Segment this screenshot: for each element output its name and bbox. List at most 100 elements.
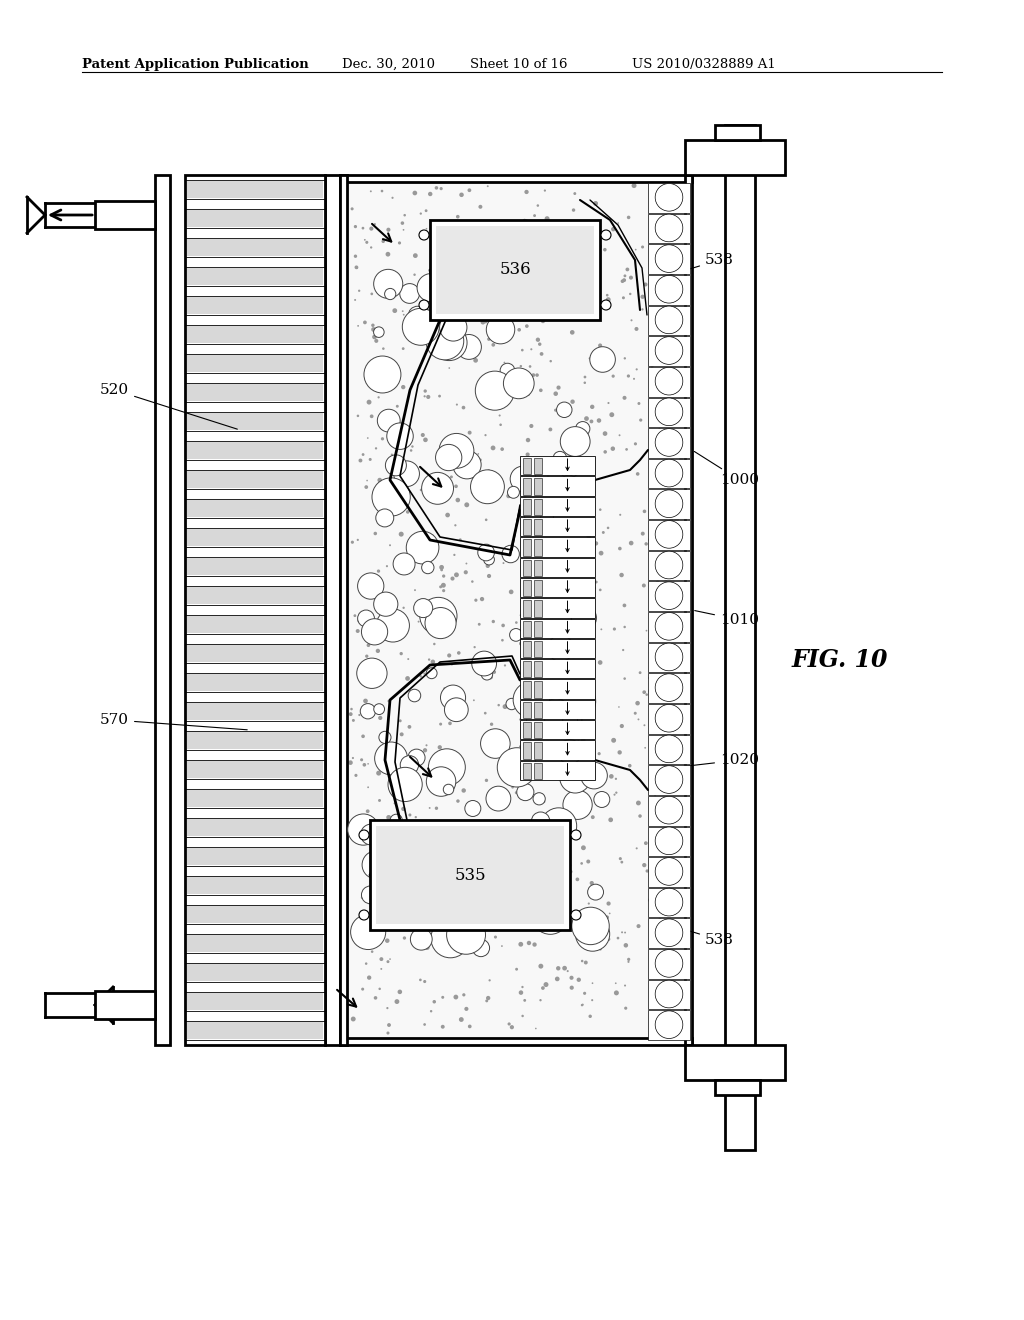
Circle shape [490,446,496,450]
Circle shape [487,824,490,828]
Circle shape [503,792,505,795]
Circle shape [382,347,385,350]
Circle shape [364,321,367,325]
Bar [520,517,595,536]
Circle shape [478,669,482,672]
Circle shape [368,763,369,764]
Circle shape [655,552,683,579]
Circle shape [456,851,458,854]
Circle shape [608,817,613,822]
Circle shape [521,271,524,272]
Bar [185,644,325,663]
Text: Patent Application Publication: Patent Application Publication [82,58,309,71]
Circle shape [423,437,428,442]
Circle shape [384,892,418,927]
Circle shape [581,960,584,962]
Circle shape [425,607,456,639]
Circle shape [523,503,542,521]
Circle shape [418,620,420,623]
Circle shape [456,223,460,227]
Circle shape [617,750,622,755]
Circle shape [394,372,397,376]
Circle shape [514,257,554,296]
Circle shape [431,919,470,958]
Circle shape [680,486,682,487]
Circle shape [573,836,577,840]
Circle shape [607,527,609,529]
Bar [187,675,323,690]
Circle shape [556,767,558,768]
Circle shape [656,338,658,341]
Circle shape [532,585,537,589]
Circle shape [367,479,368,482]
Circle shape [672,995,675,999]
Circle shape [679,770,683,774]
Bar [340,176,347,1045]
Circle shape [655,429,683,457]
Circle shape [481,487,484,490]
Circle shape [439,314,467,341]
Bar [648,550,690,581]
Circle shape [429,807,431,809]
Circle shape [623,279,626,282]
Circle shape [658,917,662,920]
Circle shape [455,222,456,223]
Circle shape [526,392,530,396]
Bar [648,490,690,519]
Circle shape [356,659,387,689]
Circle shape [655,183,683,211]
Circle shape [517,911,521,913]
Circle shape [571,723,575,727]
Bar [685,140,785,176]
Bar [648,888,690,917]
Circle shape [541,318,545,323]
Circle shape [374,704,385,714]
Circle shape [354,923,356,924]
Circle shape [557,478,572,494]
Circle shape [641,246,644,248]
Circle shape [516,259,530,273]
Circle shape [435,755,436,758]
Circle shape [599,948,602,950]
Bar [95,201,155,228]
Circle shape [423,480,426,483]
Circle shape [569,986,573,990]
Bar [648,214,690,243]
Circle shape [517,313,519,314]
Circle shape [655,244,683,272]
Circle shape [655,612,683,640]
Circle shape [376,771,381,776]
Circle shape [348,760,353,766]
Circle shape [516,892,519,894]
Bar [523,579,531,597]
Circle shape [473,358,478,363]
Circle shape [362,676,367,680]
Circle shape [544,190,546,191]
Circle shape [587,708,590,710]
Circle shape [473,645,476,648]
Circle shape [388,767,422,801]
Circle shape [539,388,543,392]
Circle shape [442,589,445,593]
Circle shape [593,232,597,236]
Circle shape [391,197,393,199]
Circle shape [621,280,625,282]
Bar [534,579,542,597]
Circle shape [546,871,565,891]
Circle shape [537,737,541,741]
Circle shape [375,339,378,343]
Circle shape [449,722,452,725]
Circle shape [540,271,544,276]
Circle shape [526,246,531,249]
Circle shape [519,364,522,367]
Bar [523,478,531,495]
Circle shape [534,214,536,216]
Circle shape [556,855,566,866]
Circle shape [657,537,658,540]
Circle shape [571,606,596,631]
Circle shape [636,847,638,849]
Circle shape [459,193,464,197]
Circle shape [655,306,683,334]
Bar [185,731,325,750]
Circle shape [441,904,444,907]
